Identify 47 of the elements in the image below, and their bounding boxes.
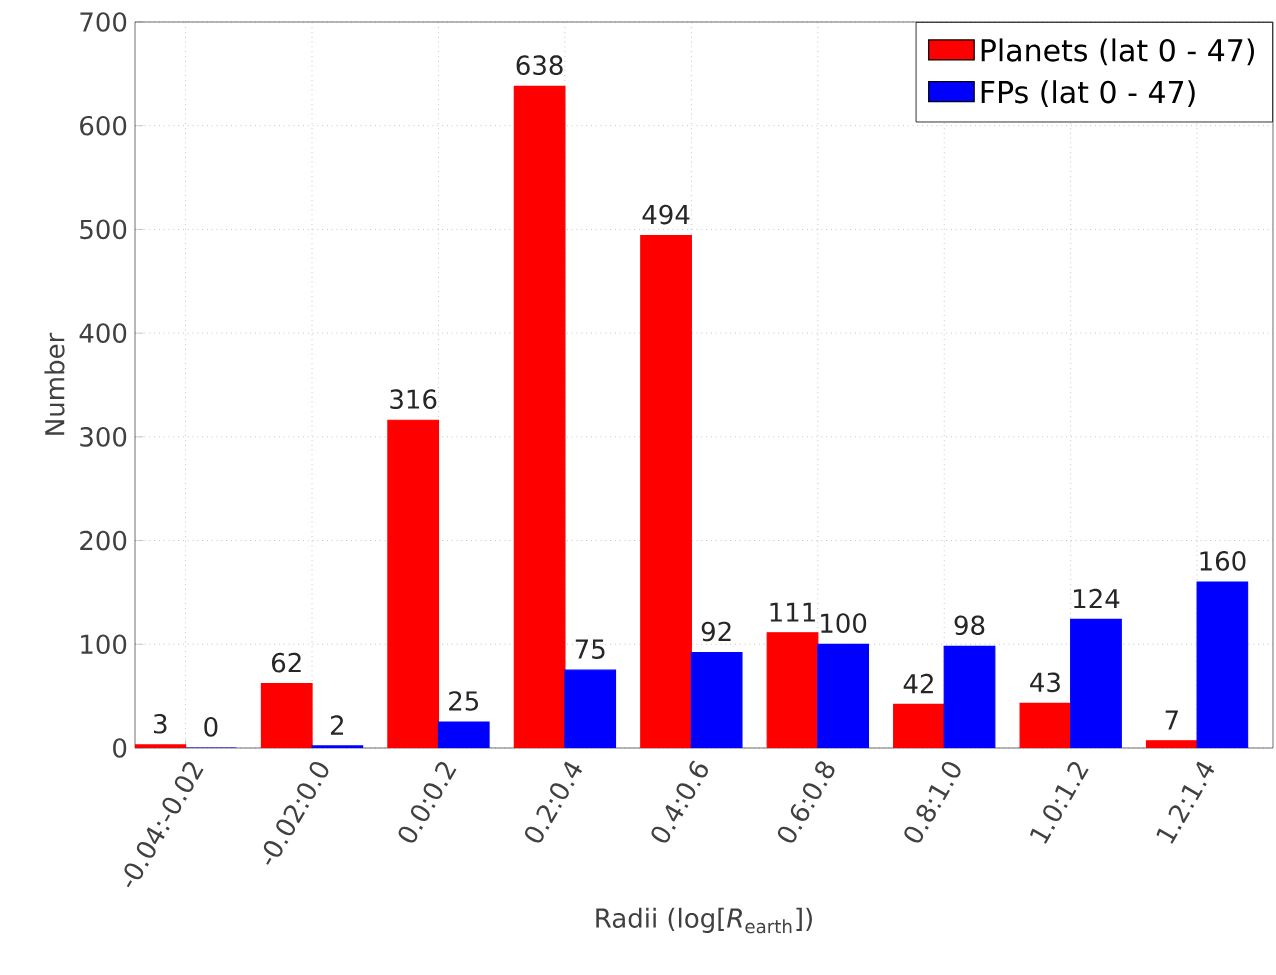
data-label: 111: [770, 602, 815, 622]
data-label: 7: [1165, 710, 1178, 730]
bar: [690, 651, 743, 748]
x-axis-title: Radii (log[R$_{earth}$]): [596, 907, 812, 934]
data-label: 0: [204, 717, 218, 737]
y-tick-label: 500: [80, 219, 127, 240]
y-tick-label: 200: [80, 530, 127, 551]
bar: [1196, 581, 1249, 748]
bar: [260, 683, 313, 748]
y-axis-title: Number: [44, 332, 65, 435]
data-label: 160: [1200, 551, 1246, 571]
data-label: 316: [390, 389, 437, 409]
legend-label: FPs (lat 0 - 47): [981, 80, 1195, 107]
data-label: 98: [954, 615, 985, 636]
bar: [513, 85, 566, 748]
bar: [135, 744, 187, 748]
data-label: 124: [1074, 588, 1120, 609]
y-tick-label: 300: [80, 427, 127, 447]
bar: [311, 745, 364, 748]
bar: [817, 643, 869, 748]
bar: [943, 645, 996, 748]
y-tick-label: 700: [80, 12, 127, 32]
data-label: 25: [449, 691, 479, 711]
y-tick-label: 400: [79, 323, 127, 343]
y-tick-label: 100: [81, 634, 127, 655]
bar: [766, 632, 819, 748]
data-label: 100: [821, 613, 867, 634]
legend-label: Planets (lat 0 - 47): [981, 38, 1254, 66]
data-label: 43: [1030, 672, 1060, 693]
y-tick-label: 0: [113, 738, 127, 758]
data-label: 494: [642, 204, 690, 225]
y-tick-label: 600: [80, 115, 127, 136]
data-label: 42: [903, 673, 933, 694]
data-label: 62: [272, 652, 301, 673]
bar: [1019, 702, 1072, 748]
bar: [640, 235, 692, 748]
data-label: 638: [516, 55, 563, 76]
bar: [1145, 740, 1198, 748]
data-label: 92: [701, 621, 731, 642]
bar: [437, 721, 490, 748]
bar: [1070, 618, 1122, 748]
data-label: 3: [154, 713, 167, 734]
bar: [893, 703, 945, 748]
bar: [564, 669, 617, 748]
data-label: 75: [575, 639, 605, 659]
bar: [387, 419, 440, 748]
data-label: 2: [330, 715, 343, 735]
